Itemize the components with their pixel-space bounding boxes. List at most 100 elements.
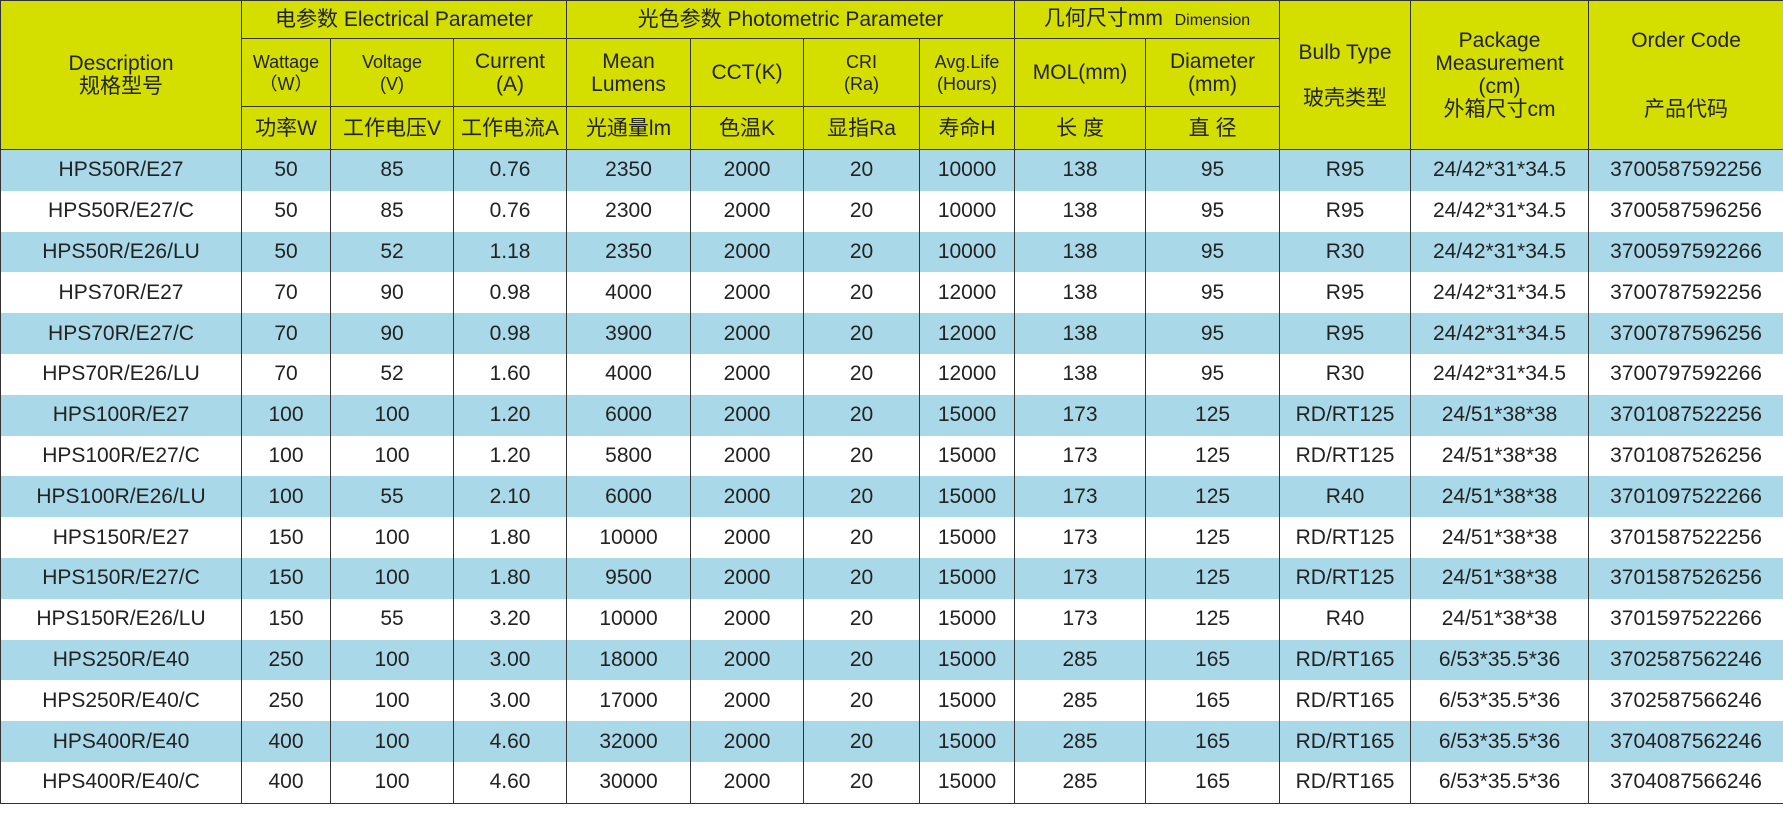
cell-order-code: 3701587526256 <box>1588 557 1783 599</box>
cell-package: 24/51*38*38 <box>1410 598 1590 640</box>
cell-life: 15000 <box>919 721 1016 762</box>
cell-wattage: 400 <box>241 761 331 804</box>
cell-mol: 138 <box>1014 231 1147 273</box>
table-body: HPS50R/E27 50 85 0.76 2350 2000 20 10000 138 95 R9… <box>0 149 1783 804</box>
cell-voltage: 100 <box>330 761 454 804</box>
dimension-zh: 几何尺寸mm <box>1043 7 1163 30</box>
cell-cri: 20 <box>803 353 921 395</box>
cell-bulb-type: R30 <box>1279 231 1412 273</box>
cell-bulb-type: R95 <box>1279 190 1412 232</box>
cell-wattage: 50 <box>241 231 331 273</box>
cell-mol: 173 <box>1014 435 1147 477</box>
cell-order-code: 3700587596256 <box>1588 190 1783 232</box>
cell-cct: 2000 <box>690 272 805 314</box>
table-row: HPS50R/E27 50 85 0.76 2350 2000 20 10000 138 95 R9… <box>0 149 1783 191</box>
cell-life: 10000 <box>919 149 1016 191</box>
cell-life: 12000 <box>919 272 1016 314</box>
cell-bulb-type: RD/RT125 <box>1279 435 1412 477</box>
cell-cri: 20 <box>803 435 921 477</box>
cell-order-code: 3704087562246 <box>1588 721 1783 762</box>
cell-diameter: 125 <box>1145 394 1281 436</box>
header-life-zh: 寿命H <box>919 106 1016 150</box>
header-cri-zh: 显指Ra <box>803 106 921 150</box>
cell-lumens: 3900 <box>566 313 692 354</box>
cell-wattage: 150 <box>241 517 331 558</box>
cell-wattage: 250 <box>241 639 331 681</box>
table-row: HPS70R/E27 70 90 0.98 4000 2000 20 12000 138 95 R9… <box>0 272 1783 314</box>
cell-lumens: 6000 <box>566 476 692 518</box>
cell-diameter: 165 <box>1145 721 1281 762</box>
header-cri: CRI (Ra) <box>803 38 921 107</box>
cell-diameter: 95 <box>1145 231 1281 273</box>
header-description: Description 规格型号 <box>0 0 242 150</box>
header-diameter: Diameter (mm) <box>1145 38 1281 107</box>
cri-unit: (Ra) <box>844 73 880 94</box>
cell-cri: 20 <box>803 313 921 354</box>
cell-mol: 285 <box>1014 680 1147 722</box>
cell-cct: 2000 <box>690 517 805 558</box>
cell-description: HPS70R/E27/C <box>0 313 242 354</box>
header-electrical-group: 电参数 Electrical Parameter <box>240 0 568 39</box>
cell-cri: 20 <box>803 598 921 640</box>
header-voltage: Voltage (V) <box>330 38 454 107</box>
cell-description: HPS150R/E27 <box>0 517 242 558</box>
cell-order-code: 3700797592266 <box>1588 353 1783 395</box>
life-en: Avg.Life <box>934 51 1000 72</box>
bulb-zh: 玻壳类型 <box>1303 86 1388 110</box>
cell-bulb-type: RD/RT165 <box>1279 639 1412 681</box>
cell-cct: 2000 <box>690 476 805 518</box>
cell-life: 12000 <box>919 313 1016 354</box>
cell-lumens: 4000 <box>566 272 692 314</box>
cell-package: 24/51*38*38 <box>1410 517 1590 558</box>
cell-wattage: 70 <box>241 313 331 354</box>
cell-diameter: 125 <box>1145 598 1281 640</box>
cell-current: 1.80 <box>452 517 568 558</box>
cell-description: HPS150R/E26/LU <box>0 598 242 640</box>
cell-cct: 2000 <box>690 435 805 477</box>
cell-bulb-type: RD/RT165 <box>1279 721 1412 762</box>
current-unit: (A) <box>496 72 524 96</box>
cell-lumens: 17000 <box>566 680 692 722</box>
cell-bulb-type: R30 <box>1279 353 1412 395</box>
cell-description: HPS70R/E27 <box>0 272 242 314</box>
cell-voltage: 90 <box>330 272 454 314</box>
cell-cct: 2000 <box>690 761 805 804</box>
cell-mol: 138 <box>1014 353 1147 395</box>
cell-wattage: 250 <box>241 680 331 722</box>
header-cct-zh: 色温K <box>690 106 805 150</box>
order-en: Order Code <box>1631 29 1741 52</box>
cell-current: 4.60 <box>452 721 568 762</box>
cell-mol: 285 <box>1014 761 1147 804</box>
cell-wattage: 100 <box>241 476 331 518</box>
cell-diameter: 165 <box>1145 639 1281 681</box>
cell-mol: 173 <box>1014 598 1147 640</box>
header-mol-zh: 长 度 <box>1014 106 1147 150</box>
description-en: Description <box>68 52 174 75</box>
cell-current: 0.76 <box>452 149 568 191</box>
cell-wattage: 150 <box>241 557 331 599</box>
cell-description: HPS400R/E40/C <box>0 761 242 804</box>
cell-package: 6/53*35.5*36 <box>1410 761 1590 804</box>
cell-bulb-type: R95 <box>1279 149 1412 191</box>
header-bulb-type: Bulb Type 玻壳类型 <box>1279 0 1412 150</box>
cell-cct: 2000 <box>690 639 805 681</box>
cell-description: HPS250R/E40 <box>0 639 242 681</box>
cell-mol: 285 <box>1014 639 1147 681</box>
life-unit: (Hours) <box>937 73 998 94</box>
cell-life: 12000 <box>919 353 1016 395</box>
cell-wattage: 70 <box>241 272 331 314</box>
cell-cri: 20 <box>803 231 921 273</box>
cell-voltage: 100 <box>330 721 454 762</box>
cell-voltage: 100 <box>330 517 454 558</box>
wattage-unit: （W） <box>259 73 313 94</box>
cell-description: HPS70R/E26/LU <box>0 353 242 395</box>
cell-voltage: 100 <box>330 639 454 681</box>
cell-order-code: 3702587566246 <box>1588 680 1783 722</box>
current-en: Current <box>474 49 546 73</box>
header-current: Current (A) <box>452 38 568 107</box>
voltage-en: Voltage <box>361 51 423 72</box>
table-row: HPS150R/E27 150 100 1.80 10000 2000 20 15000 173… <box>0 517 1783 558</box>
cell-life: 15000 <box>919 598 1016 640</box>
cell-bulb-type: R95 <box>1279 313 1412 354</box>
cell-current: 2.10 <box>452 476 568 518</box>
